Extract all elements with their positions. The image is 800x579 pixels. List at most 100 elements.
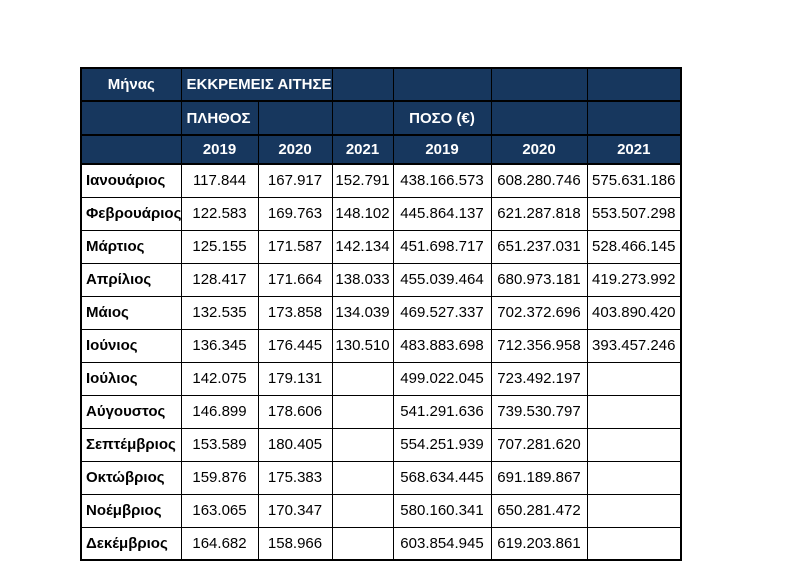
header-amount-year-2020: 2020	[490, 134, 588, 165]
header-row-title: Μήνας ΕΚΚΡΕΜΕΙΣ ΑΙΤΗΣΕΙΣ	[80, 67, 682, 102]
amount-2020-cell: 651.237.031	[490, 229, 588, 264]
count-2020-cell: 180.405	[257, 427, 333, 462]
month-cell: Νοέμβριος	[80, 493, 182, 528]
amount-2021-cell: 403.890.420	[586, 295, 682, 330]
header-row-years: 2019 2020 2021 2019 2020 2021	[80, 134, 682, 165]
count-2021-cell: 130.510	[331, 328, 394, 363]
count-2021-cell	[331, 526, 394, 561]
table-row: Μάιος 132.535 173.858 134.039 469.527.33…	[80, 295, 682, 330]
header-count-year-2019: 2019	[180, 134, 259, 165]
count-2021-cell: 142.134	[331, 229, 394, 264]
count-2019-cell: 132.535	[180, 295, 259, 330]
count-2019-cell: 122.583	[180, 196, 259, 231]
month-cell: Δεκέμβριος	[80, 526, 182, 561]
amount-2021-cell	[586, 526, 682, 561]
amount-2021-cell: 528.466.145	[586, 229, 682, 264]
amount-2020-cell: 608.280.746	[490, 163, 588, 198]
month-cell: Ιανουάριος	[80, 163, 182, 198]
count-2019-cell: 117.844	[180, 163, 259, 198]
header-empty-cell	[257, 100, 333, 136]
header-row-groups: ΠΛΗΘΟΣ ΠΟΣΟ (€)	[80, 100, 682, 136]
amount-2019-cell: 469.527.337	[392, 295, 492, 330]
table-body: Ιανουάριος 117.844 167.917 152.791 438.1…	[80, 163, 682, 561]
amount-2021-cell: 575.631.186	[586, 163, 682, 198]
month-cell: Οκτώβριος	[80, 460, 182, 495]
count-2021-cell: 148.102	[331, 196, 394, 231]
month-cell: Απρίλιος	[80, 262, 182, 297]
header-amount-year-2021: 2021	[586, 134, 682, 165]
count-2019-cell: 159.876	[180, 460, 259, 495]
amount-2021-cell	[586, 427, 682, 462]
count-2019-cell: 146.899	[180, 394, 259, 429]
month-cell: Φεβρουάριος	[80, 196, 182, 231]
header-empty-cell	[331, 67, 394, 102]
header-count-label: ΠΛΗΘΟΣ	[180, 100, 259, 136]
amount-2021-cell	[586, 361, 682, 396]
count-2021-cell	[331, 493, 394, 528]
table-row: Απρίλιος 128.417 171.664 138.033 455.039…	[80, 262, 682, 297]
table-row: Ιούλιος 142.075 179.131 499.022.045 723.…	[80, 361, 682, 396]
table-row: Οκτώβριος 159.876 175.383 568.634.445 69…	[80, 460, 682, 495]
header-group-title: ΕΚΚΡΕΜΕΙΣ ΑΙΤΗΣΕΙΣ	[180, 67, 333, 102]
table-header: Μήνας ΕΚΚΡΕΜΕΙΣ ΑΙΤΗΣΕΙΣ ΠΛΗΘΟΣ ΠΟΣΟ (€)…	[80, 67, 682, 165]
header-empty-cell	[331, 100, 394, 136]
header-count-year-2020: 2020	[257, 134, 333, 165]
count-2020-cell: 171.587	[257, 229, 333, 264]
table-row: Φεβρουάριος 122.583 169.763 148.102 445.…	[80, 196, 682, 231]
header-empty-cell	[586, 67, 682, 102]
header-amount-year-2019: 2019	[392, 134, 492, 165]
header-empty-cell	[586, 100, 682, 136]
month-cell: Μάιος	[80, 295, 182, 330]
pending-applications-table: Μήνας ΕΚΚΡΕΜΕΙΣ ΑΙΤΗΣΕΙΣ ΠΛΗΘΟΣ ΠΟΣΟ (€)…	[80, 67, 683, 561]
count-2020-cell: 179.131	[257, 361, 333, 396]
count-2020-cell: 170.347	[257, 493, 333, 528]
amount-2021-cell	[586, 493, 682, 528]
table-row: Ιούνιος 136.345 176.445 130.510 483.883.…	[80, 328, 682, 363]
count-2019-cell: 164.682	[180, 526, 259, 561]
month-cell: Αύγουστος	[80, 394, 182, 429]
count-2020-cell: 167.917	[257, 163, 333, 198]
amount-2020-cell: 723.492.197	[490, 361, 588, 396]
amount-2019-cell: 580.160.341	[392, 493, 492, 528]
count-2021-cell: 134.039	[331, 295, 394, 330]
count-2020-cell: 158.966	[257, 526, 333, 561]
count-2020-cell: 176.445	[257, 328, 333, 363]
header-empty-cell	[80, 100, 182, 136]
month-cell: Μάρτιος	[80, 229, 182, 264]
amount-2019-cell: 451.698.717	[392, 229, 492, 264]
amount-2021-cell: 419.273.992	[586, 262, 682, 297]
count-2020-cell: 175.383	[257, 460, 333, 495]
amount-2019-cell: 499.022.045	[392, 361, 492, 396]
amount-2019-cell: 483.883.698	[392, 328, 492, 363]
amount-2020-cell: 680.973.181	[490, 262, 588, 297]
header-amount-label: ΠΟΣΟ (€)	[392, 100, 492, 136]
month-cell: Ιούνιος	[80, 328, 182, 363]
amount-2021-cell	[586, 460, 682, 495]
amount-2020-cell: 739.530.797	[490, 394, 588, 429]
amount-2020-cell: 619.203.861	[490, 526, 588, 561]
table-row: Σεπτέμβριος 153.589 180.405 554.251.939 …	[80, 427, 682, 462]
amount-2020-cell: 707.281.620	[490, 427, 588, 462]
count-2021-cell	[331, 427, 394, 462]
header-month-label: Μήνας	[80, 67, 182, 102]
header-empty-cell	[490, 100, 588, 136]
count-2019-cell: 142.075	[180, 361, 259, 396]
table-row: Νοέμβριος 163.065 170.347 580.160.341 65…	[80, 493, 682, 528]
count-2019-cell: 163.065	[180, 493, 259, 528]
count-2020-cell: 178.606	[257, 394, 333, 429]
header-empty-cell	[80, 134, 182, 165]
amount-2021-cell: 553.507.298	[586, 196, 682, 231]
amount-2019-cell: 438.166.573	[392, 163, 492, 198]
header-count-year-2021: 2021	[331, 134, 394, 165]
amount-2021-cell	[586, 394, 682, 429]
count-2020-cell: 169.763	[257, 196, 333, 231]
amount-2019-cell: 603.854.945	[392, 526, 492, 561]
amount-2019-cell: 445.864.137	[392, 196, 492, 231]
amount-2020-cell: 650.281.472	[490, 493, 588, 528]
count-2019-cell: 125.155	[180, 229, 259, 264]
amount-2019-cell: 455.039.464	[392, 262, 492, 297]
count-2019-cell: 153.589	[180, 427, 259, 462]
amount-2019-cell: 541.291.636	[392, 394, 492, 429]
amount-2020-cell: 691.189.867	[490, 460, 588, 495]
